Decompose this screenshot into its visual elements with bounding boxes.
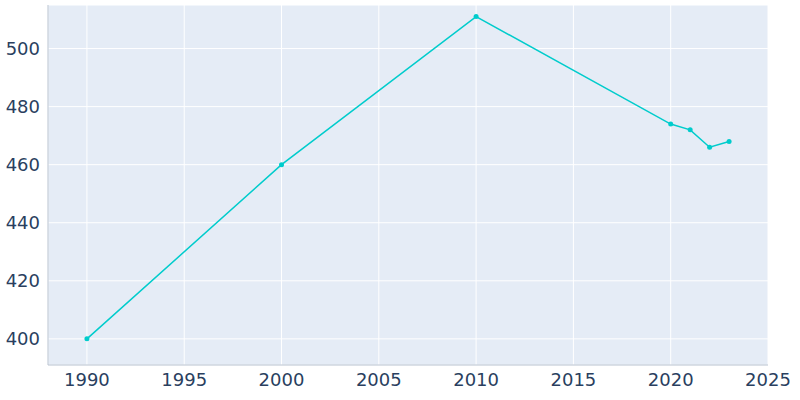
svg-text:480: 480 bbox=[8, 96, 40, 117]
svg-text:400: 400 bbox=[8, 328, 40, 349]
svg-text:2000: 2000 bbox=[259, 369, 305, 390]
svg-text:440: 440 bbox=[8, 212, 40, 233]
svg-text:420: 420 bbox=[8, 270, 40, 291]
svg-text:2020: 2020 bbox=[648, 369, 694, 390]
svg-text:460: 460 bbox=[8, 154, 40, 175]
svg-text:1990: 1990 bbox=[64, 369, 110, 390]
svg-text:1995: 1995 bbox=[161, 369, 207, 390]
svg-text:2005: 2005 bbox=[356, 369, 402, 390]
svg-text:2025: 2025 bbox=[745, 369, 791, 390]
svg-text:500: 500 bbox=[8, 38, 40, 59]
svg-text:2010: 2010 bbox=[453, 369, 499, 390]
svg-text:2015: 2015 bbox=[550, 369, 596, 390]
